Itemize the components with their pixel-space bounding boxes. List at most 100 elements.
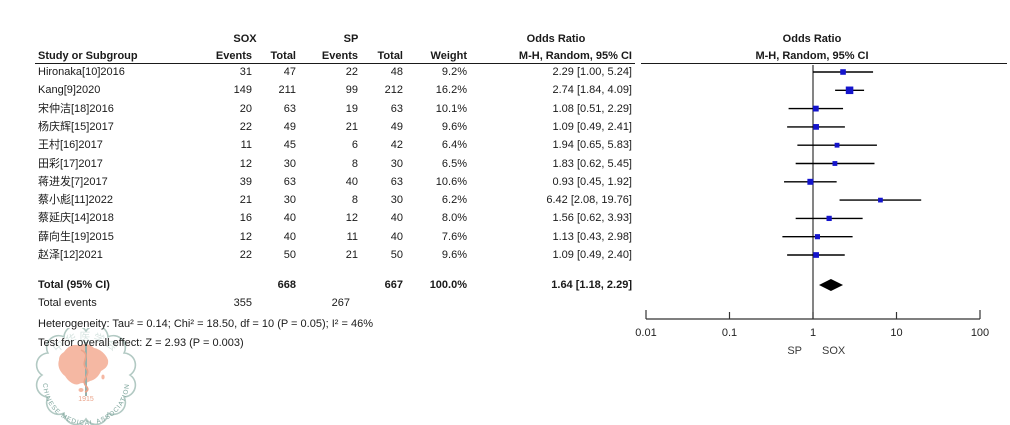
study-label: Hironaka[10]2016 — [38, 66, 125, 78]
sp-events: 19 — [345, 102, 358, 115]
sp-total: 50 — [390, 249, 403, 261]
sox-total: 49 — [283, 120, 296, 133]
sp-total: 40 — [390, 230, 403, 243]
sp-events: 99 — [345, 84, 358, 97]
sp-total: 212 — [384, 84, 403, 97]
weight: 8.0% — [441, 212, 467, 225]
sp-total-header: Total — [377, 50, 403, 62]
study-label: 田彩[17]2017 — [38, 157, 103, 170]
or-point-marker — [878, 197, 883, 203]
or-point-marker — [845, 86, 854, 95]
sox-total-header: Total — [270, 50, 296, 62]
weight: 6.5% — [441, 157, 467, 170]
study-label: 杨庆辉[15]2017 — [38, 120, 114, 133]
sp-events: 8 — [351, 157, 358, 170]
or-ci-text: 6.42 [2.08, 19.76] — [546, 194, 632, 207]
sp-total: 30 — [390, 194, 403, 207]
or-ci-text: 1.56 [0.62, 3.93] — [552, 212, 632, 225]
axis-tick-label: 10 — [890, 327, 902, 339]
or-ci-text: 0.93 [0.45, 1.92] — [552, 175, 632, 188]
weight: 10.1% — [435, 102, 467, 115]
summary-diamond — [819, 279, 844, 291]
sox-total: 30 — [283, 194, 296, 207]
sp-total: 63 — [390, 175, 403, 188]
or-point-marker — [840, 69, 846, 75]
or-ci-col-header: M-H, Random, 95% CI — [518, 50, 632, 62]
sox-total: 50 — [283, 249, 296, 261]
hainan-island-shape — [78, 388, 84, 392]
study-label: 宋仲洁[18]2016 — [38, 102, 114, 115]
favours-left-label: SP — [787, 345, 802, 357]
sox-events: 22 — [239, 120, 252, 133]
weight: 10.6% — [435, 175, 467, 188]
total-sox-total: 668 — [277, 279, 296, 291]
sox-total: 47 — [283, 66, 296, 78]
sp-events: 40 — [345, 175, 358, 188]
axis-tick-label: 1 — [810, 327, 816, 339]
overall-effect-test: Test for overall effect: Z = 2.93 (P = 0… — [38, 337, 244, 349]
seal-scalloped-ring — [35, 328, 137, 425]
total-sp-total: 667 — [384, 279, 403, 291]
sp-events: 12 — [345, 212, 358, 225]
sp-total: 49 — [390, 120, 403, 133]
favours-right-label: SOX — [822, 345, 846, 357]
study-label: 赵泽[12]2021 — [38, 249, 103, 261]
plot-header-divider — [641, 63, 1007, 64]
sp-events: 6 — [351, 139, 358, 152]
study-col-header: Study or Subgroup — [38, 50, 138, 62]
or-point-marker — [814, 234, 820, 240]
weight: 7.6% — [441, 230, 467, 243]
sp-events-header: Events — [321, 50, 358, 62]
sp-group-header: SP — [343, 33, 359, 45]
sox-events: 31 — [239, 66, 252, 78]
study-label: 蒋进发[7]2017 — [38, 175, 108, 188]
odds-ratio-plot-title: Odds Ratio — [782, 33, 842, 45]
heterogeneity-stats: Heterogeneity: Tau² = 0.14; Chi² = 18.50… — [38, 318, 373, 330]
cma-watermark-logo: 中华医学会 1915 CHINESE MEDICAL ASSOCIATION — [35, 328, 137, 425]
sox-events-header: Events — [215, 50, 252, 62]
total-or-ci-text: 1.64 [1.18, 2.29] — [551, 279, 632, 291]
or-ci-text: 1.94 [0.65, 5.83] — [552, 139, 632, 152]
weight: 9.6% — [441, 249, 467, 261]
total-events-label: Total events — [38, 297, 97, 309]
or-point-marker — [832, 161, 838, 166]
or-point-marker — [834, 142, 840, 148]
weight: 16.2% — [435, 84, 467, 97]
total-weight: 100.0% — [429, 279, 467, 291]
or-point-marker — [807, 178, 814, 185]
sp-total: 48 — [390, 66, 403, 78]
sp-total: 42 — [390, 139, 403, 152]
or-ci-text: 2.74 [1.84, 4.09] — [552, 84, 632, 97]
sox-total: 63 — [283, 175, 296, 188]
table-header-divider — [35, 63, 635, 64]
or-ci-text: 1.13 [0.43, 2.98] — [552, 230, 632, 243]
sox-events: 22 — [239, 249, 252, 261]
axis-tick-label: 0.1 — [722, 327, 737, 339]
study-label: 王村[16]2017 — [38, 139, 103, 152]
seal-year-label: 1915 — [78, 396, 94, 403]
study-label: 薛向生[19]2015 — [38, 230, 114, 243]
sox-total: 211 — [278, 84, 296, 97]
snake-icon — [80, 349, 89, 393]
total-events-sox: 355 — [233, 297, 252, 309]
axis-tick-label: 100 — [971, 327, 989, 339]
sox-events: 149 — [233, 84, 252, 97]
sox-total: 30 — [283, 157, 296, 170]
sox-events: 12 — [239, 157, 252, 170]
sox-events: 21 — [239, 194, 252, 207]
or-point-marker — [812, 105, 819, 112]
total-events-sp: 267 — [331, 297, 350, 309]
odds-ratio-col-title: Odds Ratio — [526, 33, 586, 45]
or-ci-text: 2.29 [1.00, 5.24] — [552, 66, 632, 78]
or-point-marker — [813, 124, 819, 130]
sp-events: 21 — [345, 249, 358, 261]
sox-events: 16 — [239, 212, 252, 225]
study-label: Kang[9]2020 — [38, 84, 101, 97]
sox-events: 39 — [239, 175, 252, 188]
sp-events: 22 — [345, 66, 358, 78]
total-row-label: Total (95% CI) — [38, 279, 110, 291]
or-point-marker — [826, 215, 832, 222]
sp-total: 63 — [390, 102, 403, 115]
sox-events: 11 — [240, 139, 252, 152]
